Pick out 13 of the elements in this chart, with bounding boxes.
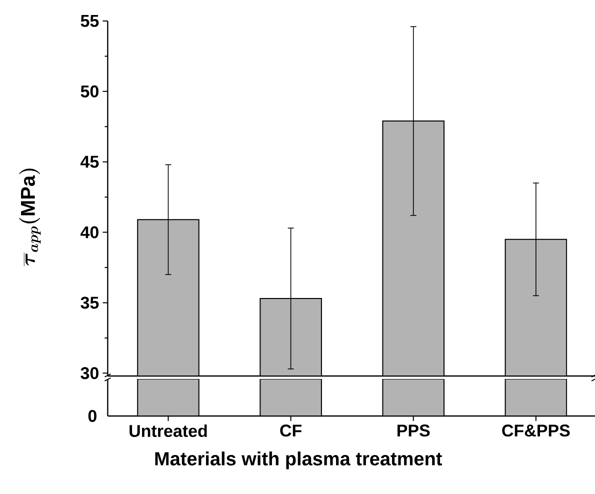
y-tick-label: 50 xyxy=(80,85,98,98)
y-axis-title: $\overline{\tau}_{app}\mathrm{(MPa)}$ xyxy=(19,168,41,266)
x-tick-label: PPS xyxy=(398,424,430,437)
y-tick-label: 45 xyxy=(80,156,99,168)
y-tick-label: 35 xyxy=(80,296,99,309)
y-tick-label: 30 xyxy=(80,367,98,380)
y-tick-label: 55 xyxy=(80,15,99,27)
text: 0 xyxy=(88,410,96,422)
x-tick-label: CF xyxy=(280,424,302,437)
x-axis-title: Materials with plasma treatment xyxy=(155,452,442,470)
y-tick-label: 40 xyxy=(80,226,98,238)
x-tick-label: CF&PPS xyxy=(502,424,570,437)
x-tick-label: Untreated xyxy=(130,424,207,438)
